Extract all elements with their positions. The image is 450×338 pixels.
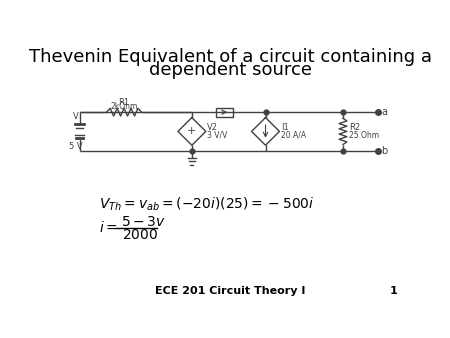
Text: $\mathit{V}_{Th} = \mathit{v}_{ab} = (-20i)(25) = -500i$: $\mathit{V}_{Th} = \mathit{v}_{ab} = (-2… xyxy=(99,196,315,213)
Text: $i = $: $i = $ xyxy=(99,220,117,235)
Text: 25 Ohm: 25 Ohm xyxy=(349,131,379,140)
Text: Thevenin Equivalent of a circuit containing a: Thevenin Equivalent of a circuit contain… xyxy=(29,48,432,66)
Text: b: b xyxy=(381,146,387,156)
Text: 2kOhm: 2kOhm xyxy=(110,102,138,111)
Text: a: a xyxy=(381,107,387,117)
Text: R1: R1 xyxy=(118,98,130,107)
Text: V2: V2 xyxy=(207,123,218,132)
Text: dependent source: dependent source xyxy=(149,61,312,78)
FancyBboxPatch shape xyxy=(216,107,234,117)
Text: I1: I1 xyxy=(281,123,289,132)
Text: +: + xyxy=(187,126,197,137)
Text: $5-3v$: $5-3v$ xyxy=(121,215,166,228)
Text: 20 A/A: 20 A/A xyxy=(281,131,306,140)
Text: V: V xyxy=(73,112,78,121)
Text: $2000$: $2000$ xyxy=(122,227,158,242)
Text: 5 V: 5 V xyxy=(69,142,82,151)
Text: 1: 1 xyxy=(390,286,397,296)
Text: R2: R2 xyxy=(349,123,360,132)
Text: ECE 201 Circuit Theory I: ECE 201 Circuit Theory I xyxy=(155,286,306,296)
Text: 3 V/V: 3 V/V xyxy=(207,131,228,140)
